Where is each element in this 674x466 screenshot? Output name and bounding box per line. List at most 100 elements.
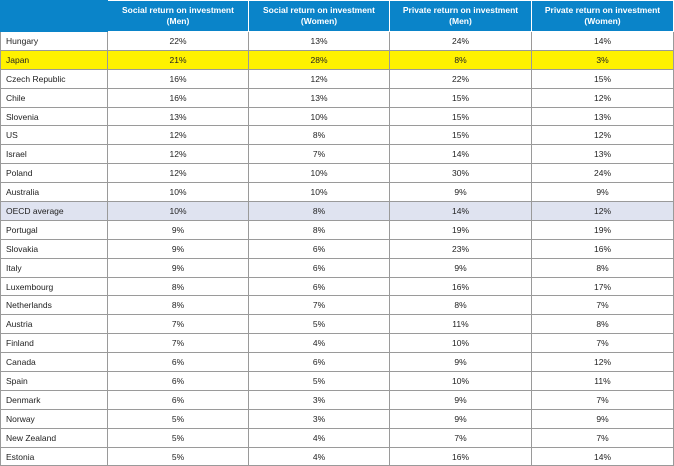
table-header: Social return on investment (Men) Social… [0, 0, 674, 32]
country-cell: Portugal [0, 219, 108, 240]
social-men-cell: 5% [107, 408, 249, 429]
private-men-cell: 15% [389, 87, 532, 108]
private-women-cell: 9% [531, 182, 674, 203]
table-row: Netherlands 8% 7% 8% 7% [0, 295, 674, 316]
table-row: Slovenia 13% 10% 15% 13% [0, 106, 674, 127]
social-men-cell: 12% [107, 125, 249, 146]
private-men-cell: 14% [389, 144, 532, 165]
social-men-cell: 7% [107, 314, 249, 335]
private-men-cell: 9% [389, 352, 532, 373]
private-men-cell: 23% [389, 238, 532, 259]
private-women-cell: 7% [531, 427, 674, 448]
private-men-cell: 7% [389, 427, 532, 448]
private-women-cell: 12% [531, 87, 674, 108]
private-men-cell: 16% [389, 446, 532, 466]
table-row: Denmark 6% 3% 9% 7% [0, 389, 674, 410]
private-women-cell: 7% [531, 389, 674, 410]
header-private-women: Private return on investment (Women) [531, 0, 674, 32]
private-men-cell: 30% [389, 163, 532, 184]
table-row: Luxembourg 8% 6% 16% 17% [0, 276, 674, 297]
social-women-cell: 10% [248, 106, 390, 127]
table-row: Japan 21% 28% 8% 3% [0, 49, 674, 70]
social-women-cell: 10% [248, 182, 390, 203]
social-women-cell: 6% [248, 276, 390, 297]
social-women-cell: 6% [248, 352, 390, 373]
table-row: Israel 12% 7% 14% 13% [0, 144, 674, 165]
social-women-cell: 8% [248, 219, 390, 240]
country-cell: Israel [0, 144, 108, 165]
social-men-cell: 16% [107, 68, 249, 89]
private-women-cell: 15% [531, 68, 674, 89]
country-cell: Finland [0, 333, 108, 354]
private-men-cell: 19% [389, 219, 532, 240]
private-men-cell: 24% [389, 31, 532, 51]
social-women-cell: 13% [248, 87, 390, 108]
social-men-cell: 5% [107, 427, 249, 448]
private-men-cell: 14% [389, 201, 532, 221]
table-row: US 12% 8% 15% 12% [0, 125, 674, 146]
private-men-cell: 10% [389, 333, 532, 354]
social-women-cell: 6% [248, 257, 390, 278]
country-cell: Australia [0, 182, 108, 203]
private-men-cell: 15% [389, 125, 532, 146]
social-men-cell: 12% [107, 144, 249, 165]
social-men-cell: 22% [107, 31, 249, 51]
social-women-cell: 5% [248, 371, 390, 391]
table-row: Italy 9% 6% 9% 8% [0, 257, 674, 278]
country-cell: Canada [0, 352, 108, 373]
private-men-cell: 8% [389, 49, 532, 70]
private-women-cell: 9% [531, 408, 674, 429]
private-men-cell: 22% [389, 68, 532, 89]
social-women-cell: 28% [248, 49, 390, 70]
private-women-cell: 14% [531, 446, 674, 466]
social-women-cell: 8% [248, 125, 390, 146]
table-row: Hungary 22% 13% 24% 14% [0, 31, 674, 51]
social-women-cell: 13% [248, 31, 390, 51]
table-row: Spain 6% 5% 10% 11% [0, 371, 674, 391]
country-cell: Luxembourg [0, 276, 108, 297]
social-men-cell: 10% [107, 201, 249, 221]
private-men-cell: 9% [389, 389, 532, 410]
private-women-cell: 12% [531, 125, 674, 146]
social-women-cell: 4% [248, 333, 390, 354]
header-private-men: Private return on investment (Men) [389, 0, 532, 32]
private-women-cell: 13% [531, 106, 674, 127]
table-row: Finland 7% 4% 10% 7% [0, 333, 674, 354]
table-row: Portugal 9% 8% 19% 19% [0, 219, 674, 240]
country-cell: Norway [0, 408, 108, 429]
social-men-cell: 5% [107, 446, 249, 466]
social-men-cell: 6% [107, 352, 249, 373]
private-men-cell: 9% [389, 182, 532, 203]
private-women-cell: 7% [531, 295, 674, 316]
country-cell: Chile [0, 87, 108, 108]
table-row: Canada 6% 6% 9% 12% [0, 352, 674, 373]
private-women-cell: 24% [531, 163, 674, 184]
country-cell: US [0, 125, 108, 146]
country-cell: Slovakia [0, 238, 108, 259]
social-women-cell: 4% [248, 446, 390, 466]
private-women-cell: 17% [531, 276, 674, 297]
private-women-cell: 7% [531, 333, 674, 354]
table-row: Estonia 5% 4% 16% 14% [0, 446, 674, 466]
social-men-cell: 6% [107, 371, 249, 391]
social-women-cell: 7% [248, 295, 390, 316]
table-row: Poland 12% 10% 30% 24% [0, 163, 674, 184]
social-women-cell: 3% [248, 408, 390, 429]
country-cell: Denmark [0, 389, 108, 410]
private-men-cell: 9% [389, 257, 532, 278]
social-men-cell: 6% [107, 389, 249, 410]
social-men-cell: 7% [107, 333, 249, 354]
private-women-cell: 12% [531, 201, 674, 221]
private-women-cell: 14% [531, 31, 674, 51]
table-body: Hungary 22% 13% 24% 14% Japan 21% 28% 8% 3% Czech … [0, 31, 674, 466]
social-women-cell: 7% [248, 144, 390, 165]
private-men-cell: 16% [389, 276, 532, 297]
table-row: OECD average 10% 8% 14% 12% [0, 201, 674, 221]
table-row: Australia 10% 10% 9% 9% [0, 182, 674, 203]
private-women-cell: 8% [531, 257, 674, 278]
country-cell: New Zealand [0, 427, 108, 448]
country-cell: Netherlands [0, 295, 108, 316]
private-men-cell: 10% [389, 371, 532, 391]
social-men-cell: 9% [107, 238, 249, 259]
